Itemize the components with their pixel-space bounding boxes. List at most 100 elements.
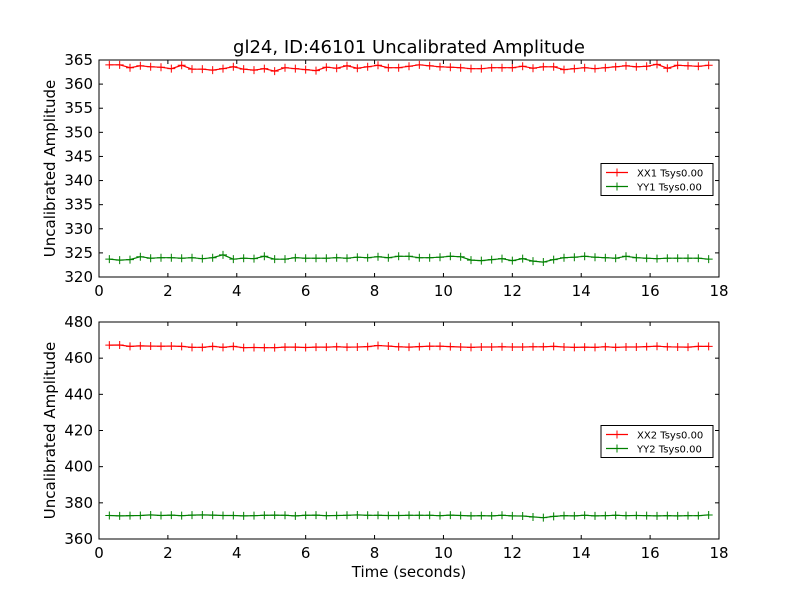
x-tick-label: 18 [709, 282, 728, 300]
data-point [560, 253, 568, 262]
data-point [498, 63, 506, 72]
data-point [394, 252, 403, 261]
data-point [198, 343, 207, 352]
data-point [384, 63, 393, 72]
series-2 [105, 510, 713, 522]
data-point [456, 63, 465, 72]
data-point [684, 254, 692, 263]
data-point [177, 254, 186, 263]
legend-marker [613, 430, 621, 439]
data-point [167, 253, 176, 262]
data-point [446, 252, 455, 261]
data-point [704, 342, 713, 351]
data-point [374, 511, 382, 520]
data-point [353, 510, 362, 519]
data-point [415, 342, 424, 351]
data-point [291, 511, 300, 520]
data-point [425, 511, 434, 520]
x-tick-label: 10 [434, 544, 453, 562]
data-point [394, 63, 403, 72]
x-tick-label: 2 [163, 544, 173, 562]
data-point [332, 253, 341, 262]
data-point [332, 64, 341, 73]
x-tick-label: 0 [94, 282, 104, 300]
data-point [229, 62, 238, 71]
data-point [208, 253, 217, 262]
legend-label: YY2 Tsys0.00 [636, 445, 702, 456]
data-point [405, 511, 413, 520]
data-point [601, 511, 610, 520]
y-tick-label: 360 [64, 75, 93, 93]
data-point [580, 252, 589, 261]
data-point [632, 342, 641, 351]
legend-frame [600, 163, 714, 196]
y-axis-label: Uncalibrated Amplitude [41, 342, 59, 519]
data-point [270, 511, 279, 520]
data-point [301, 254, 310, 263]
data-point [622, 61, 630, 70]
data-point [560, 511, 568, 520]
data-point [322, 63, 331, 72]
data-point [229, 511, 238, 520]
legend-label: YY1 Tsys0.00 [636, 183, 702, 194]
data-point [198, 65, 207, 74]
data-point [146, 510, 155, 519]
data-point [456, 342, 465, 351]
data-point [529, 512, 537, 521]
data-point [177, 61, 186, 70]
data-point [467, 343, 475, 352]
data-point [394, 342, 403, 351]
y-tick-label: 335 [64, 196, 93, 214]
data-point [126, 63, 134, 72]
y-tick-label: 460 [64, 349, 93, 367]
data-point [436, 511, 444, 520]
data-point [580, 63, 589, 72]
data-point [446, 511, 455, 520]
data-point [570, 253, 579, 262]
data-point [539, 258, 548, 267]
data-point [456, 511, 465, 520]
data-point [684, 511, 692, 520]
data-point [663, 254, 672, 263]
data-point [487, 255, 496, 264]
data-point [580, 343, 589, 352]
data-point [663, 64, 672, 73]
data-point [653, 60, 661, 69]
data-point [312, 511, 320, 520]
data-point [487, 511, 496, 520]
data-point [591, 343, 599, 352]
data-point [281, 343, 289, 352]
data-point [684, 343, 692, 352]
data-point [250, 66, 258, 75]
series-1 [105, 340, 713, 352]
y-tick-label: 400 [64, 458, 93, 476]
data-point [549, 342, 558, 351]
data-point [477, 256, 486, 265]
x-tick-label: 14 [572, 282, 591, 300]
y-tick-label: 355 [64, 99, 93, 117]
data-point [591, 253, 599, 262]
data-point [539, 62, 548, 71]
chart-title: gl24, ID:46101 Uncalibrated Amplitude [233, 37, 585, 58]
data-point [157, 342, 165, 351]
data-point [281, 255, 289, 264]
data-point [415, 511, 424, 520]
data-point [663, 511, 672, 520]
data-point [188, 65, 196, 74]
data-point [188, 343, 196, 352]
data-point [270, 67, 279, 76]
data-point [560, 342, 568, 351]
legend: XX2 Tsys0.00 YY2 Tsys0.00 [600, 425, 714, 458]
data-point [405, 343, 413, 352]
data-point [673, 511, 682, 520]
data-point [467, 256, 475, 265]
data-point [188, 511, 196, 520]
data-point [105, 60, 114, 69]
data-point [518, 254, 527, 263]
data-point [270, 255, 279, 264]
x-axis-label: Time (seconds) [351, 563, 467, 581]
plot-area [105, 60, 713, 267]
data-point [198, 510, 207, 519]
